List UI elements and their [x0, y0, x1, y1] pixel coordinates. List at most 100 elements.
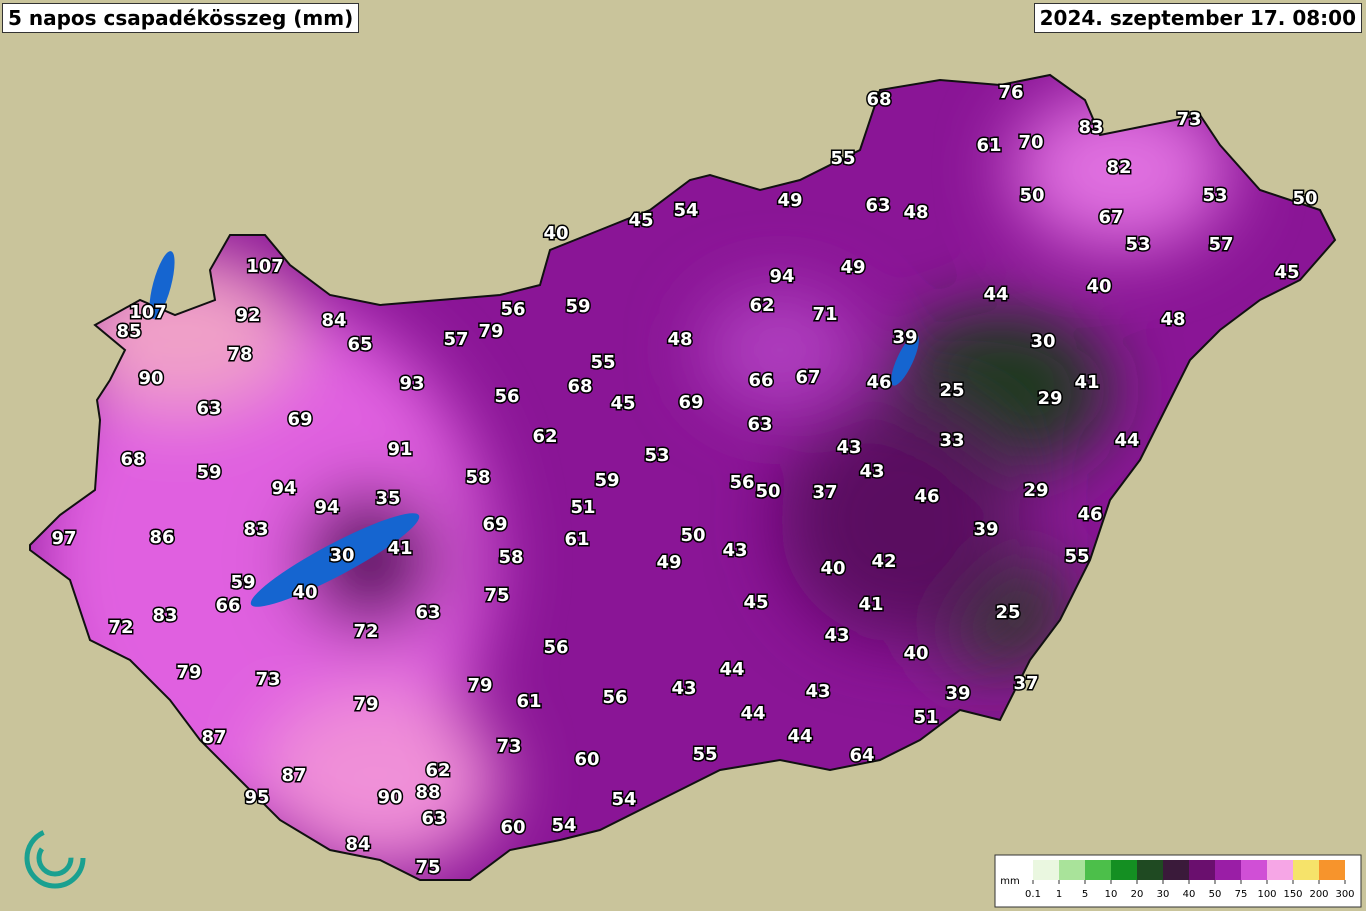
- station-value: 49: [777, 190, 802, 211]
- station-value: 55: [1064, 546, 1089, 567]
- station-value: 45: [628, 210, 653, 231]
- station-value: 54: [551, 815, 576, 836]
- station-value: 88: [415, 782, 440, 803]
- station-value: 94: [314, 497, 339, 518]
- station-value: 61: [516, 691, 541, 712]
- station-value: 68: [567, 376, 592, 397]
- station-value: 54: [611, 789, 636, 810]
- station-value: 56: [602, 687, 627, 708]
- station-value: 73: [1176, 109, 1201, 130]
- station-value: 94: [769, 266, 794, 287]
- station-value: 40: [1086, 276, 1111, 297]
- legend-swatch: [1215, 860, 1241, 880]
- station-value: 46: [866, 372, 891, 393]
- station-value: 60: [574, 749, 599, 770]
- lake-balaton: [250, 513, 420, 607]
- station-value: 62: [425, 760, 450, 781]
- station-value: 30: [1030, 331, 1055, 352]
- legend-tick-label: 100: [1257, 889, 1276, 900]
- station-value: 65: [347, 334, 372, 355]
- station-value: 75: [415, 857, 440, 878]
- legend-tick-label: 75: [1235, 889, 1248, 900]
- legend-tick-label: 150: [1283, 889, 1302, 900]
- station-value: 69: [482, 514, 507, 535]
- station-value: 59: [230, 572, 255, 593]
- station-value: 54: [673, 200, 698, 221]
- station-value: 73: [255, 669, 280, 690]
- station-value: 71: [812, 304, 837, 325]
- station-value: 78: [227, 344, 252, 365]
- station-value: 40: [820, 558, 845, 579]
- legend-swatch: [1111, 860, 1137, 880]
- station-value: 40: [543, 223, 568, 244]
- station-value: 25: [995, 602, 1020, 623]
- station-value: 79: [353, 694, 378, 715]
- station-value: 43: [671, 678, 696, 699]
- logo: [24, 827, 86, 889]
- legend-tick-label: 10: [1105, 889, 1118, 900]
- station-value: 86: [149, 527, 174, 548]
- station-value: 35: [375, 488, 400, 509]
- station-value: 25: [939, 380, 964, 401]
- legend-swatch: [1059, 860, 1085, 880]
- station-value: 58: [465, 467, 490, 488]
- station-value: 42: [871, 551, 896, 572]
- station-value: 44: [740, 703, 765, 724]
- station-value: 61: [564, 529, 589, 550]
- legend-swatch: [1189, 860, 1215, 880]
- station-value: 87: [201, 727, 226, 748]
- station-value: 50: [1019, 185, 1044, 206]
- station-value: 37: [1013, 673, 1038, 694]
- station-value: 68: [866, 89, 891, 110]
- station-value: 63: [421, 808, 446, 829]
- legend-swatch: [1241, 860, 1267, 880]
- station-value: 56: [494, 386, 519, 407]
- legend-tick-label: 30: [1157, 889, 1170, 900]
- station-value: 63: [196, 398, 221, 419]
- station-value: 83: [1078, 117, 1103, 138]
- station-value: 63: [865, 195, 890, 216]
- station-value: 43: [859, 461, 884, 482]
- legend-swatch: [1137, 860, 1163, 880]
- station-value: 56: [500, 299, 525, 320]
- station-value: 44: [983, 284, 1008, 305]
- station-value: 48: [1160, 309, 1185, 330]
- station-value: 87: [281, 765, 306, 786]
- station-value: 76: [998, 82, 1023, 103]
- station-value: 69: [287, 409, 312, 430]
- station-value: 68: [120, 449, 145, 470]
- station-value: 43: [836, 437, 861, 458]
- station-value: 53: [1202, 185, 1227, 206]
- station-value: 43: [805, 681, 830, 702]
- station-value: 64: [849, 745, 874, 766]
- station-value: 40: [903, 643, 928, 664]
- station-value: 72: [353, 621, 378, 642]
- station-value: 55: [590, 352, 615, 373]
- station-value: 39: [945, 683, 970, 704]
- station-value: 49: [656, 552, 681, 573]
- station-value: 90: [138, 368, 163, 389]
- station-value: 91: [387, 439, 412, 460]
- map-date: 2024. szeptember 17. 08:00: [1033, 3, 1362, 33]
- station-value: 56: [543, 637, 568, 658]
- station-value: 60: [500, 817, 525, 838]
- station-value: 79: [478, 321, 503, 342]
- station-value: 84: [345, 834, 370, 855]
- station-value: 49: [840, 257, 865, 278]
- lake-tisza: [891, 334, 919, 386]
- legend-tick-label: 0.1: [1025, 889, 1041, 900]
- station-value: 53: [644, 445, 669, 466]
- station-value: 82: [1106, 157, 1131, 178]
- station-value: 51: [570, 497, 595, 518]
- station-value: 75: [484, 585, 509, 606]
- legend-swatch: [1293, 860, 1319, 880]
- station-value: 79: [467, 675, 492, 696]
- station-value: 70: [1018, 132, 1043, 153]
- station-value: 44: [787, 726, 812, 747]
- station-value: 45: [610, 393, 635, 414]
- station-value: 62: [532, 426, 557, 447]
- legend-tick-label: 20: [1131, 889, 1144, 900]
